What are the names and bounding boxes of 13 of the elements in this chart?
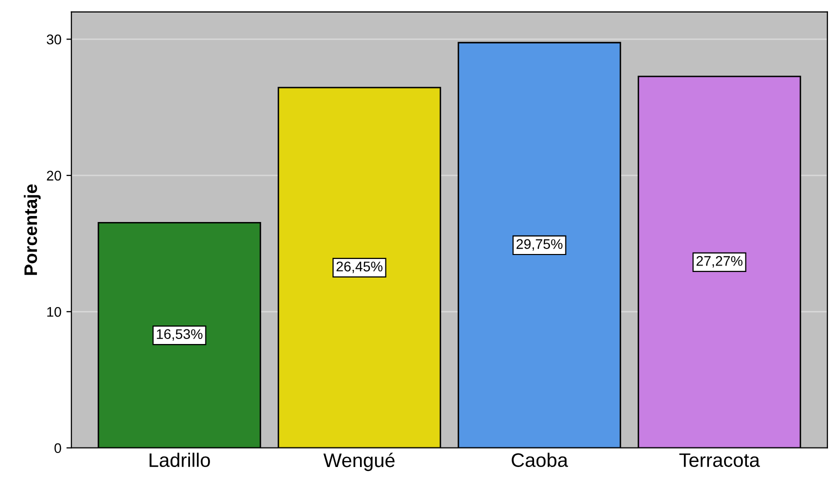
x-tick-label: Wengué (323, 452, 395, 472)
y-axis-title: Porcentaje (24, 184, 41, 275)
y-tick-label: 20 (46, 170, 62, 181)
x-tick-label: Terracota (679, 453, 760, 468)
x-tick-label: Caoba (512, 452, 568, 468)
y-tick-label: 10 (47, 306, 62, 317)
x-tick-label: Ladrillo (150, 452, 210, 468)
y-tick-label: 0 (54, 443, 62, 454)
data-label: 26,45% (336, 262, 382, 274)
data-label: 29,75% (516, 239, 562, 251)
data-label: 16,53% (156, 329, 202, 341)
data-label: 27,27% (696, 256, 742, 268)
y-tick-label: 30 (46, 34, 62, 44)
